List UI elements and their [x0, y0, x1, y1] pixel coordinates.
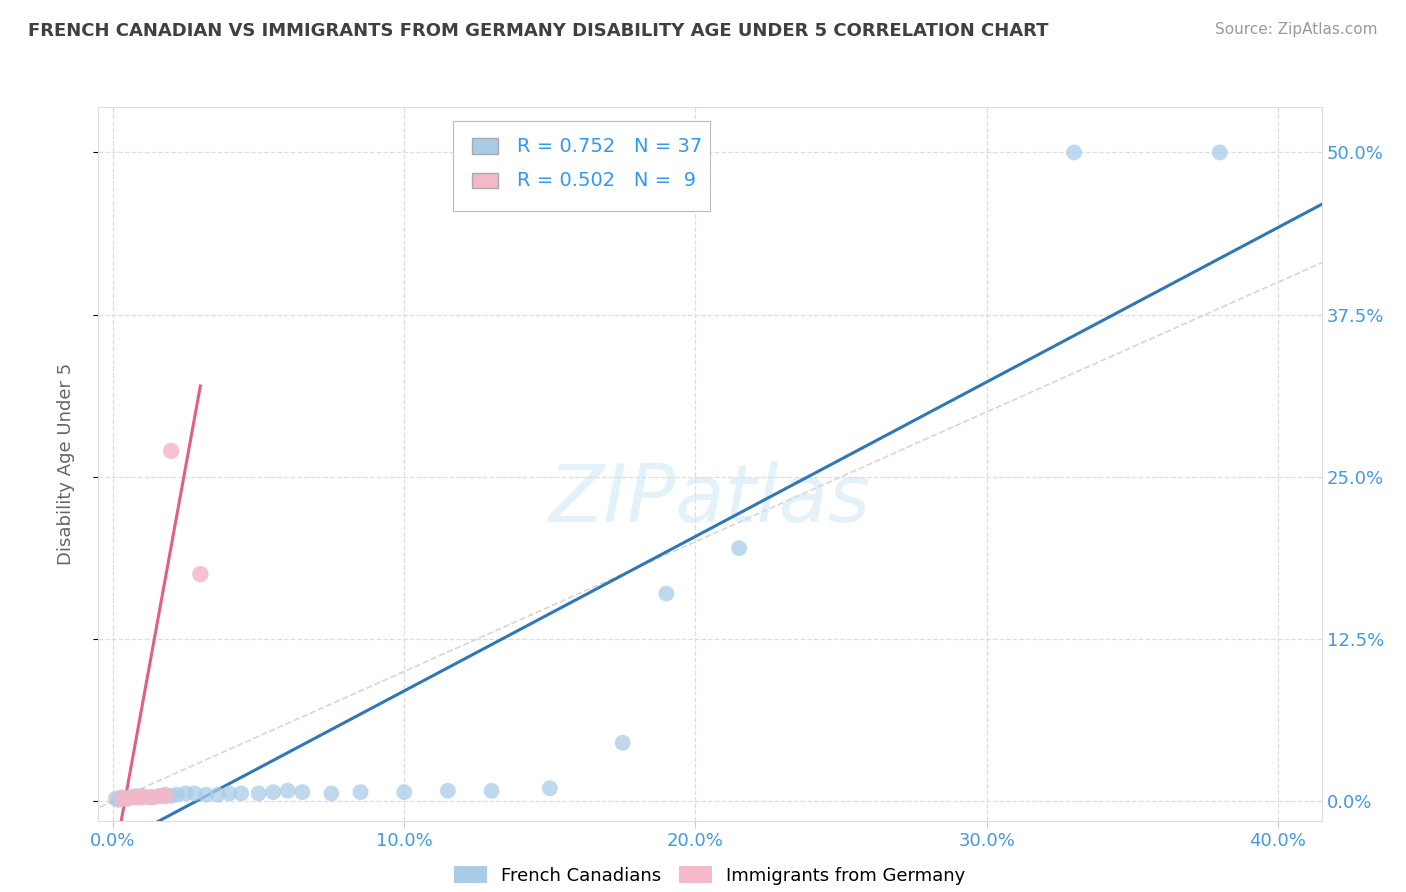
Point: [321, 786, 343, 800]
Point: [136, 790, 159, 805]
Point: [149, 789, 172, 803]
Point: [538, 781, 561, 796]
Point: [218, 786, 240, 800]
Point: [155, 788, 177, 802]
Point: [111, 790, 134, 805]
Point: [183, 786, 205, 800]
Point: [114, 791, 136, 805]
Point: [1208, 145, 1232, 160]
Point: [207, 788, 229, 802]
Point: [155, 789, 177, 803]
Point: [104, 791, 127, 805]
Point: [125, 789, 148, 803]
Point: [247, 786, 270, 800]
Point: [160, 789, 183, 803]
Point: [139, 790, 162, 805]
Text: Source: ZipAtlas.com: Source: ZipAtlas.com: [1215, 22, 1378, 37]
Point: [125, 790, 148, 805]
Point: [111, 791, 134, 805]
Point: [277, 784, 299, 798]
Point: [131, 790, 153, 805]
Point: [349, 785, 371, 799]
Point: [160, 443, 183, 458]
Text: R = 0.752   N = 37: R = 0.752 N = 37: [517, 136, 702, 156]
Point: [394, 785, 416, 799]
Point: [122, 790, 145, 805]
Y-axis label: Disability Age Under 5: Disability Age Under 5: [56, 363, 75, 565]
Point: [120, 790, 142, 805]
FancyBboxPatch shape: [471, 138, 498, 154]
Point: [188, 567, 212, 582]
Point: [655, 586, 678, 600]
Point: [195, 788, 218, 802]
Point: [128, 790, 150, 805]
Point: [117, 791, 139, 805]
Point: [728, 541, 751, 556]
Point: [142, 790, 165, 805]
Point: [612, 736, 634, 750]
Point: [437, 784, 460, 798]
Point: [291, 785, 314, 799]
Text: FRENCH CANADIAN VS IMMIGRANTS FROM GERMANY DISABILITY AGE UNDER 5 CORRELATION CH: FRENCH CANADIAN VS IMMIGRANTS FROM GERMA…: [28, 22, 1049, 40]
Point: [166, 788, 188, 802]
Point: [481, 784, 503, 798]
Point: [174, 786, 197, 800]
Point: [1063, 145, 1085, 160]
FancyBboxPatch shape: [453, 121, 710, 211]
Text: ZIPatlas: ZIPatlas: [548, 460, 872, 539]
Legend: French Canadians, Immigrants from Germany: French Canadians, Immigrants from German…: [446, 857, 974, 892]
Text: R = 0.502   N =  9: R = 0.502 N = 9: [517, 171, 696, 190]
Point: [231, 786, 253, 800]
Point: [149, 789, 172, 803]
Point: [108, 793, 131, 807]
FancyBboxPatch shape: [471, 173, 498, 188]
Point: [131, 789, 153, 803]
Point: [117, 791, 139, 805]
Point: [262, 785, 284, 799]
